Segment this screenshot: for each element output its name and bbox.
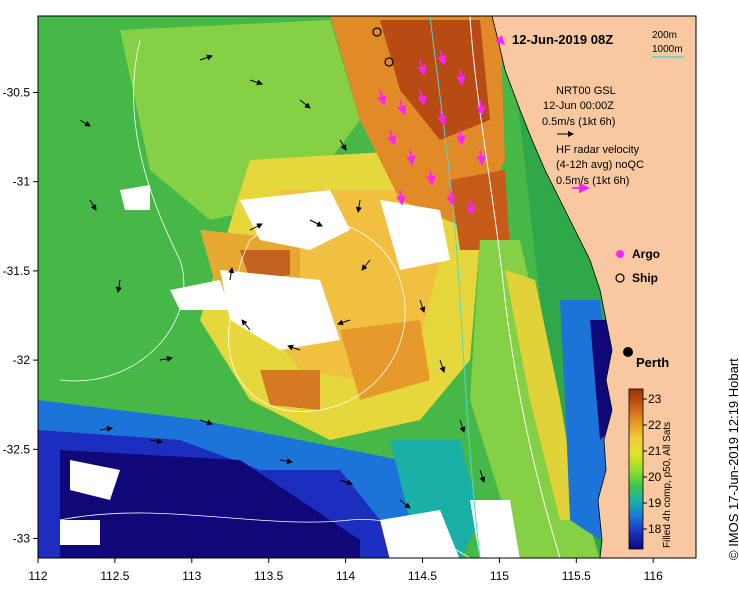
perth-label: Perth (636, 355, 669, 370)
lon-tick-label: 115 (490, 569, 509, 583)
colorbar (628, 388, 644, 550)
colorbar-tick-label: 18 (648, 522, 662, 536)
lat-tick-label: -30.5 (3, 86, 31, 100)
hf-radar-arrows (377, 34, 506, 216)
colorbar-tick-label: 22 (648, 418, 662, 432)
ship-marker (384, 57, 394, 67)
lat-tick-label: -32 (13, 353, 31, 367)
lon-axis: 112 112.5 113 113.5 114 114.5 115 115.5 116 (28, 558, 663, 583)
colorbar-ticks: 23 22 21 20 19 18 (643, 392, 662, 536)
lat-tick-label: -31.5 (3, 264, 31, 278)
model-legend-line3: 0.5m/s (1kt 6h) (542, 116, 615, 128)
lon-tick-label: 112 (28, 569, 47, 583)
lon-tick-label: 112.5 (100, 569, 129, 583)
lon-tick-label: 114.5 (408, 569, 437, 583)
colorbar-caption: Filled 4h comp, p50, All Sats (662, 422, 673, 548)
model-legend-line1: NRT00 GSL (556, 85, 616, 97)
lat-axis: -30.5 -31 -31.5 -32 -32.5 -33 (3, 86, 38, 546)
lon-tick-label: 113 (182, 569, 201, 583)
bathy-legend-200: 200m (652, 30, 677, 41)
sst-field (38, 16, 696, 558)
credit-text: © IMOS 17-Jun-2019 12:19 Hobart (726, 358, 739, 560)
radar-legend-line2: (4-12h avg) noQC (556, 159, 644, 171)
ship-marker (372, 27, 382, 37)
lat-tick-label: -31 (13, 175, 31, 189)
model-legend-line2: 12-Jun 00:00Z (543, 100, 614, 112)
ship-legend-icon (615, 273, 625, 283)
colorbar-tick-label: 20 (648, 470, 662, 484)
plot-frame (37, 15, 697, 559)
argo-legend-icon (616, 250, 624, 258)
lon-tick-label: 115.5 (562, 569, 591, 583)
radar-legend-line3: 0.5m/s (1kt 6h) (556, 175, 629, 187)
ship-legend-label: Ship (632, 271, 658, 285)
colorbar-tick-label: 21 (648, 444, 662, 458)
lat-tick-label: -33 (13, 532, 31, 546)
lon-tick-label: 114 (336, 569, 355, 583)
lat-tick-label: -32.5 (3, 442, 31, 456)
colorbar-tick-label: 19 (648, 496, 662, 510)
argo-legend-label: Argo (632, 247, 660, 261)
radar-legend-line1: HF radar velocity (556, 144, 640, 156)
colorbar-tick-label: 23 (648, 392, 662, 406)
map-title: 12-Jun-2019 08Z (512, 32, 613, 47)
bathy-legend-1000: 1000m (652, 44, 683, 55)
perth-dot (623, 347, 633, 357)
lon-tick-label: 113.5 (254, 569, 283, 583)
model-current-arrows (79, 54, 486, 509)
lon-tick-label: 116 (644, 569, 663, 583)
